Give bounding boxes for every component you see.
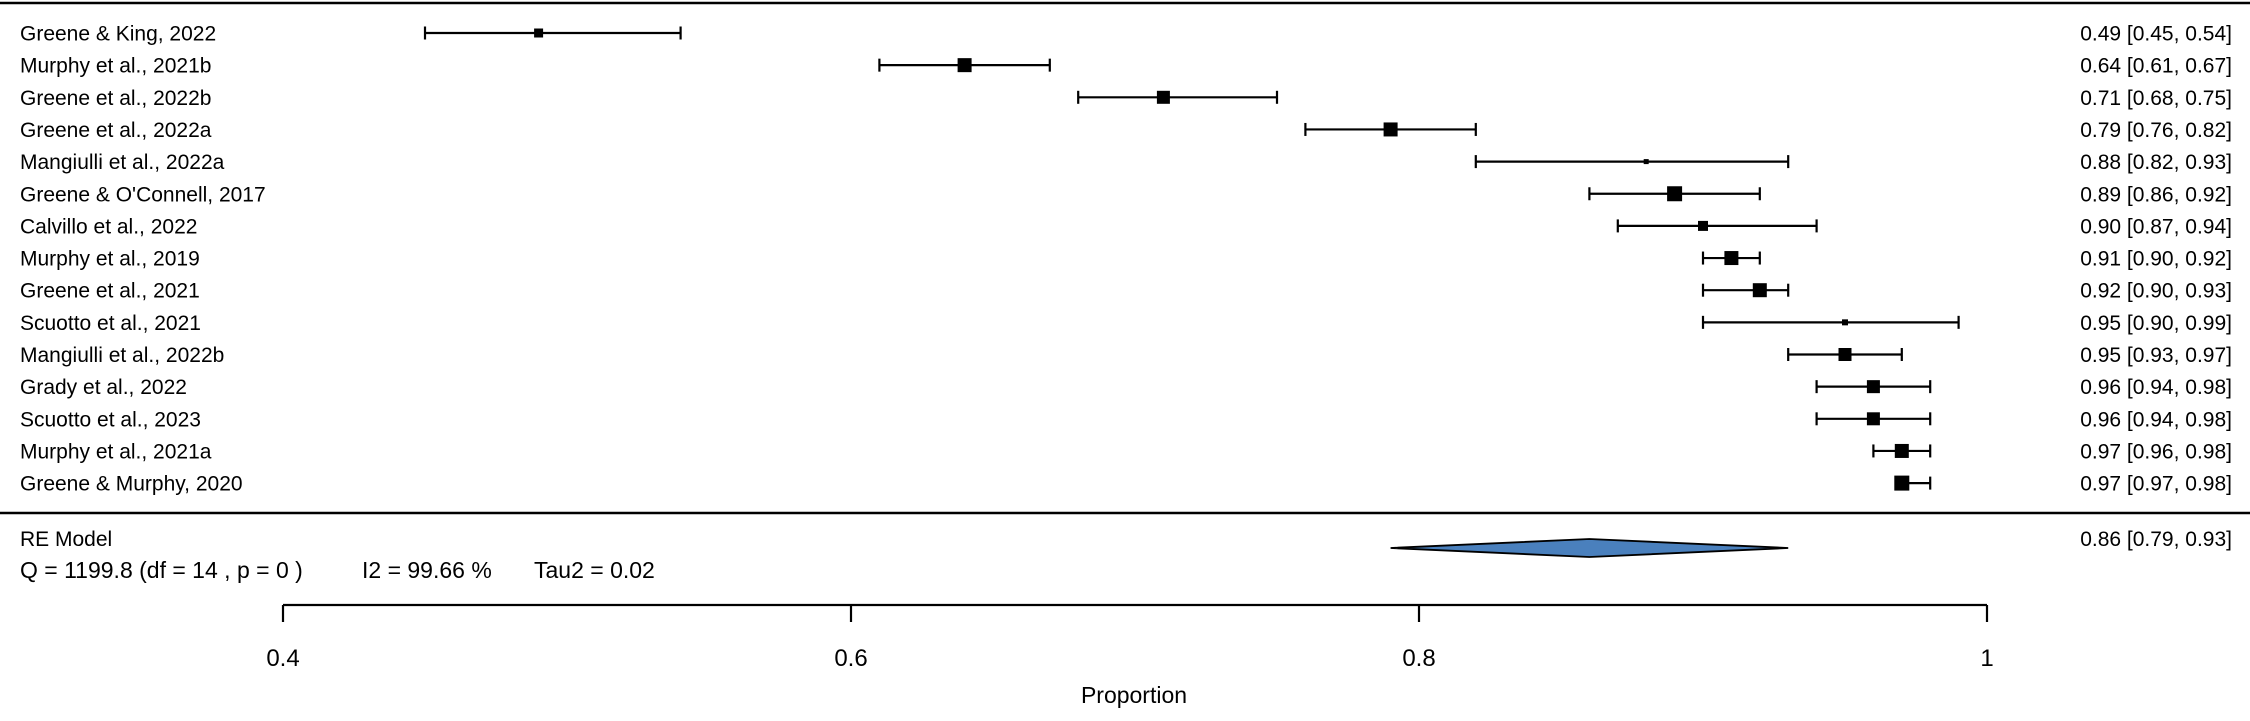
x-axis-tick-label: 1 [1980,645,1993,672]
plot-rules [0,1,2250,515]
summary-annotation: 0.86 [0.79, 0.93] [2080,528,2232,551]
estimate-marker [1752,283,1767,298]
study-row: Scuotto et al., 2023 0.96 [0.94, 0.98] [20,408,2232,431]
estimate-annotation: 0.79 [0.76, 0.82] [2080,119,2232,142]
estimate-annotation: 0.95 [0.90, 0.99] [2080,312,2232,335]
study-row: Scuotto et al., 2021 0.95 [0.90, 0.99] [20,312,2232,335]
study-label: Greene et al., 2021 [20,280,200,303]
estimate-marker [1667,186,1683,202]
estimate-annotation: 0.95 [0.93, 0.97] [2080,344,2232,367]
study-label: Greene et al., 2022a [20,119,212,142]
study-label: Murphy et al., 2021a [20,440,212,463]
study-row: Grady et al., 2022 0.96 [0.94, 0.98] [20,376,2232,399]
x-axis-title: Proportion [1081,682,1187,708]
estimate-annotation: 0.49 [0.45, 0.54] [2080,23,2232,46]
study-label: Greene & O'Connell, 2017 [20,183,266,206]
estimate-annotation: 0.96 [0.94, 0.98] [2080,408,2232,431]
study-label: Scuotto et al., 2023 [20,408,201,431]
summary-diamond [1390,538,1789,558]
study-label: Greene & Murphy, 2020 [20,473,243,496]
estimate-annotation: 0.64 [0.61, 0.67] [2080,55,2232,78]
study-label: Greene et al., 2022b [20,87,211,110]
heterogeneity-i2-stat: I2 = 99.66 % [362,557,492,583]
study-row: Mangiulli et al., 2022b 0.95 [0.93, 0.97] [20,344,2232,367]
study-label: Greene & King, 2022 [20,23,216,46]
estimate-marker [1866,380,1880,394]
estimate-annotation: 0.89 [0.86, 0.92] [2080,183,2232,206]
study-row: Calvillo et al., 2022 0.90 [0.87, 0.94] [20,215,2232,238]
study-label: Murphy et al., 2019 [20,248,200,271]
study-row: Greene & O'Connell, 2017 0.89 [0.86, 0.92… [20,183,2232,206]
estimate-annotation: 0.91 [0.90, 0.92] [2080,248,2232,271]
study-row: Mangiulli et al., 2022a 0.88 [0.82, 0.93] [20,151,2232,174]
summary-row [1390,538,1789,558]
estimate-marker [1842,319,1848,326]
estimate-marker [534,28,544,38]
estimate-annotation: 0.96 [0.94, 0.98] [2080,376,2232,399]
study-label: Scuotto et al., 2021 [20,312,201,335]
study-rows: Greene & King, 2022 0.49 [0.45, 0.54] Murp… [20,23,2232,496]
summary-label: RE Model [20,528,112,551]
study-label: Mangiulli et al., 2022b [20,344,224,367]
study-row: Greene et al., 2021 0.92 [0.90, 0.93] [20,280,2232,303]
x-axis-tick-label: 0.8 [1402,645,1435,672]
heterogeneity-tau2-stat: Tau2 = 0.02 [534,557,655,583]
study-row: Murphy et al., 2021a 0.97 [0.96, 0.98] [20,440,2232,463]
study-row: Greene & King, 2022 0.49 [0.45, 0.54] [20,23,2232,46]
estimate-annotation: 0.71 [0.68, 0.75] [2080,87,2232,110]
estimate-marker [1894,475,1910,491]
estimate-marker [1156,90,1170,104]
study-row: Greene et al., 2022a 0.79 [0.76, 0.82] [20,119,2232,142]
estimate-annotation: 0.97 [0.96, 0.98] [2080,440,2232,463]
study-label: Murphy et al., 2021b [20,55,211,78]
estimate-marker [1866,412,1880,426]
x-axis-tick-label: 0.4 [266,645,299,672]
estimate-annotation: 0.92 [0.90, 0.93] [2080,280,2232,303]
heterogeneity-q-stat: Q = 1199.8 (df = 14 , p = 0 ) [20,557,303,583]
estimate-marker [1698,220,1708,231]
study-row: Murphy et al., 2021b 0.64 [0.61, 0.67] [20,55,2232,78]
study-row: Greene et al., 2022b 0.71 [0.68, 0.75] [20,87,2232,110]
estimate-marker [957,58,972,73]
estimate-annotation: 0.97 [0.97, 0.98] [2080,473,2232,496]
study-label: Grady et al., 2022 [20,376,187,399]
study-label: Calvillo et al., 2022 [20,215,197,238]
x-axis-tick-label: 0.6 [834,645,867,672]
study-label: Mangiulli et al., 2022a [20,151,225,174]
study-row: Murphy et al., 2019 0.91 [0.90, 0.92] [20,248,2232,271]
study-row: Greene & Murphy, 2020 0.97 [0.97, 0.98] [20,473,2232,496]
estimate-marker [1643,159,1649,165]
estimate-marker [1724,251,1739,266]
x-axis: 0.4 0.6 0.8 1 [266,603,1994,672]
estimate-marker [1894,443,1909,458]
estimate-annotation: 0.88 [0.82, 0.93] [2080,151,2232,174]
estimate-annotation: 0.90 [0.87, 0.94] [2080,215,2232,238]
estimate-marker [1383,122,1398,137]
estimate-marker [1838,348,1852,361]
